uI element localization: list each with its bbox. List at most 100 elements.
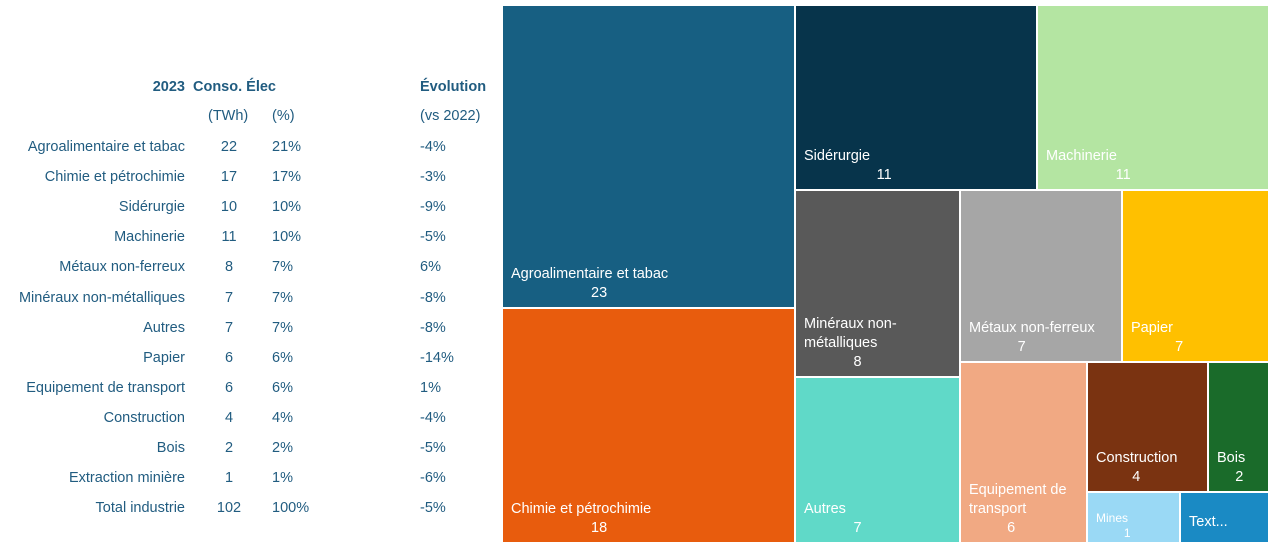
cell-evol: -8% — [420, 289, 446, 306]
cell-twh: 17 — [220, 169, 238, 186]
treemap-cell: Text... — [1180, 492, 1269, 543]
cell-pct: 2% — [272, 440, 293, 456]
cell-twh: 6 — [224, 379, 234, 396]
treemap-cell: Métaux non-ferreux 7 — [960, 190, 1122, 362]
cell-label: Machinerie 11 — [1046, 147, 1264, 185]
cell-pct: 7% — [272, 259, 293, 276]
cell-label: Minéraux non-métalliques 8 — [804, 315, 955, 372]
cell-twh: 7 — [224, 289, 234, 306]
cell-pct: 100% — [272, 500, 310, 517]
cell-value: 1 — [1123, 526, 1131, 540]
cell-label: Papier 7 — [1131, 319, 1264, 357]
cell-evol: -9% — [420, 199, 446, 216]
cell-pct: 4% — [272, 409, 293, 426]
cell-name: Text... — [1189, 514, 1228, 530]
cell-evol: -4% — [420, 409, 446, 426]
cell-pct: 21% — [272, 139, 302, 155]
row-label: Construction — [103, 409, 185, 426]
cell-value: 4 — [1132, 469, 1141, 485]
cell-evol: -14% — [420, 349, 454, 366]
cell-twh: 10 — [220, 199, 238, 216]
cell-pct: 10% — [272, 229, 302, 246]
cell-label: Métaux non-ferreux 7 — [969, 319, 1117, 357]
cell-name: Minéraux non-métalliques — [804, 316, 897, 351]
row-label: Papier — [143, 349, 185, 366]
header-evol: Évolution — [420, 79, 487, 95]
cell-evol: -8% — [420, 319, 446, 336]
treemap-cell: Mines 1 — [1087, 492, 1180, 543]
cell-pct: 6% — [272, 349, 293, 366]
cell-label: Construction 4 — [1096, 449, 1203, 487]
cell-evol: 6% — [420, 259, 441, 276]
cell-evol: -6% — [420, 470, 446, 487]
cell-name: Métaux non-ferreux — [969, 320, 1095, 336]
row-label: Extraction minière — [68, 470, 185, 487]
cell-name: Papier — [1131, 320, 1173, 336]
cell-twh: 7 — [224, 319, 234, 336]
subheader: (%) — [272, 108, 295, 124]
treemap-cell: Equipement de transport 6 — [960, 362, 1087, 543]
cell-name: Bois — [1217, 450, 1246, 466]
cell-value: 11 — [876, 167, 892, 183]
cell-name: Equipement de transport — [969, 482, 1067, 517]
cell-label: Mines 1 — [1096, 511, 1175, 541]
cell-name: Mines — [1096, 511, 1129, 525]
row-label: Minéraux non-métalliques — [18, 289, 185, 306]
cell-pct: 1% — [272, 470, 293, 487]
cell-evol: -3% — [420, 169, 446, 186]
cell-value: 6 — [1007, 520, 1016, 536]
cell-label: Sidérurgie 11 — [804, 147, 1032, 185]
cell-evol: -5% — [420, 229, 446, 246]
row-label: Equipement de transport — [26, 379, 185, 396]
cell-name: Machinerie — [1046, 148, 1117, 164]
cell-label: Agroalimentaire et tabac 23 — [511, 265, 790, 303]
cell-twh: 11 — [221, 229, 237, 246]
cell-twh: 8 — [224, 259, 234, 276]
header-conso: Conso. Élec — [193, 79, 276, 95]
treemap-cell: Papier 7 — [1122, 190, 1269, 362]
cell-label: Bois 2 — [1217, 449, 1264, 487]
cell-value: 23 — [591, 285, 608, 301]
cell-twh: 2 — [224, 440, 234, 456]
treemap-cell: Minéraux non-métalliques 8 — [795, 190, 960, 377]
cell-pct: 6% — [272, 379, 293, 396]
cell-value: 7 — [1175, 339, 1184, 355]
cell-label: Chimie et pétrochimie 18 — [511, 500, 790, 538]
cell-twh: 1 — [224, 470, 234, 487]
cell-label: Autres 7 — [804, 500, 955, 538]
cell-value: 2 — [1235, 469, 1244, 485]
treemap-cell: Sidérurgie 11 — [795, 5, 1037, 190]
cell-evol: -5% — [420, 440, 446, 456]
cell-twh: 22 — [220, 139, 238, 155]
cell-evol: -4% — [420, 139, 446, 155]
cell-name: Agroalimentaire et tabac — [511, 266, 669, 282]
cell-twh: 4 — [224, 409, 234, 426]
cell-value: 7 — [1017, 339, 1026, 355]
cell-twh: 102 — [216, 500, 242, 517]
cell-evol: 1% — [420, 379, 441, 396]
cell-pct: 10% — [272, 199, 302, 216]
cell-label: Text... — [1189, 515, 1264, 530]
subheader: (TWh) — [208, 108, 249, 124]
cell-evol: -5% — [420, 500, 446, 517]
row-label: Agroalimentaire et tabac — [27, 139, 185, 155]
cell-name: Sidérurgie — [804, 148, 871, 164]
cell-name: Construction — [1096, 450, 1178, 466]
cell-value: 7 — [853, 520, 862, 536]
cell-value: 8 — [853, 354, 862, 370]
treemap-cell: Construction 4 — [1087, 362, 1208, 492]
row-label: Sidérurgie — [118, 199, 185, 216]
header-year: 2023 — [152, 79, 185, 95]
cell-pct: 7% — [272, 319, 293, 336]
subheader: (vs 2022) — [420, 108, 481, 124]
row-label: Machinerie — [114, 229, 185, 246]
cell-value: 18 — [591, 520, 608, 536]
cell-twh: 6 — [224, 349, 234, 366]
cell-name: Autres — [804, 501, 846, 517]
treemap-cell: Agroalimentaire et tabac 23 — [502, 5, 795, 308]
row-label: Bois — [156, 440, 185, 456]
row-label: Métaux non-ferreux — [59, 259, 185, 276]
cell-label: Equipement de transport 6 — [969, 481, 1082, 538]
treemap-cell: Chimie et pétrochimie 18 — [502, 308, 795, 543]
treemap-cell: Bois 2 — [1208, 362, 1269, 492]
